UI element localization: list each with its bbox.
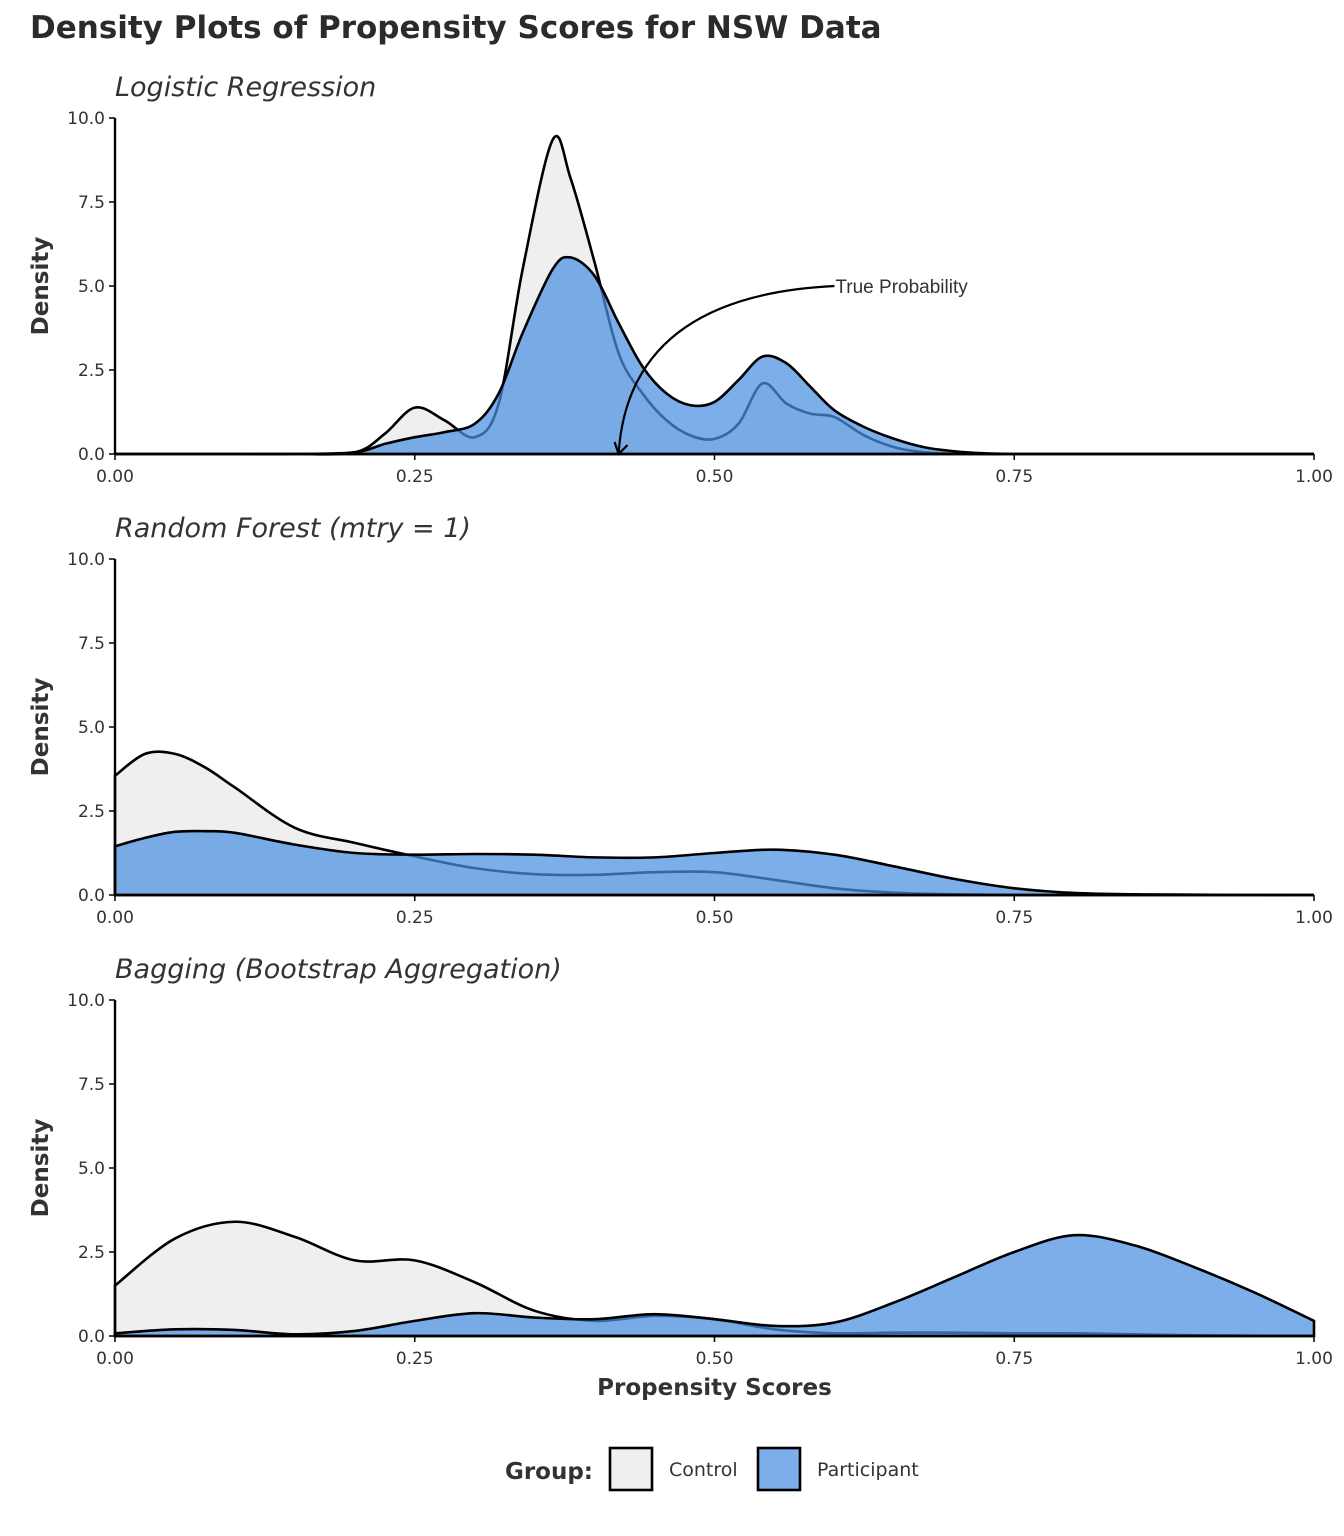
x-tick-label: 0.00 [96,908,134,928]
y-tick-label: 2.5 [78,1243,105,1263]
y-tick-label: 10.0 [67,991,105,1011]
x-tick-label: 0.00 [96,467,134,487]
x-tick-label: 1.00 [1295,1349,1333,1369]
y-tick-label: 7.5 [78,634,105,654]
legend-label: Control [669,1459,738,1481]
arrow-head [613,441,629,457]
x-tick-label: 0.25 [396,467,434,487]
chart-title: Density Plots of Propensity Scores for N… [30,10,882,46]
y-tick-label: 5.0 [78,277,105,297]
legend-label: Participant [817,1459,919,1481]
density-area [114,255,1314,456]
legend-title: Group: [505,1459,593,1485]
y-tick-label: 0.0 [78,445,105,465]
panel-title: Random Forest (mtry = 1) [115,513,471,544]
x-tick-label: 0.25 [396,908,434,928]
y-tick-label: 10.0 [67,550,105,570]
x-tick-label: 0.50 [696,908,734,928]
x-tick-label: 0.25 [396,1349,434,1369]
density-area [113,1233,1316,1338]
y-tick-label: 2.5 [78,361,105,381]
annotation-text: True Probability [835,277,968,298]
panel-title: Bagging (Bootstrap Aggregation) [115,954,562,985]
x-tick-label: 1.00 [1295,908,1333,928]
x-tick-label: 0.75 [995,1349,1033,1369]
y-tick-label: 7.5 [78,193,105,213]
y-tick-label: 0.0 [78,1327,105,1347]
y-tick-label: 10.0 [67,109,105,129]
x-tick-label: 0.75 [995,467,1033,487]
y-tick-label: 7.5 [78,1075,105,1095]
x-tick-label: 0.50 [696,467,734,487]
legend-swatch [608,1446,654,1492]
x-tick-label: 0.00 [96,1349,134,1369]
x-axis-title: Propensity Scores [597,1375,832,1401]
annotation-arrow [617,284,835,455]
legend-swatch [756,1446,802,1492]
y-tick-label: 5.0 [78,1159,105,1179]
y-axis-title: Density [28,1119,54,1218]
y-axis-title: Density [28,237,54,336]
panel-title: Logistic Regression [115,72,376,103]
y-tick-label: 2.5 [78,802,105,822]
x-tick-label: 1.00 [1295,467,1333,487]
x-tick-label: 0.50 [696,1349,734,1369]
y-axis-title: Density [28,678,54,777]
y-tick-label: 0.0 [78,886,105,906]
y-tick-label: 5.0 [78,718,105,738]
x-tick-label: 0.75 [995,908,1033,928]
